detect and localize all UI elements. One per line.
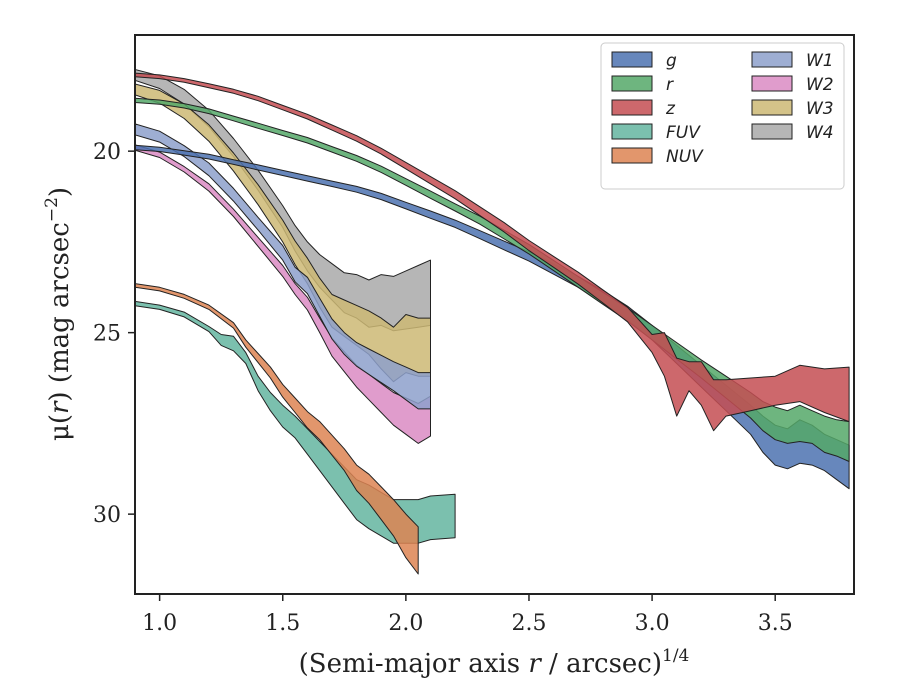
legend-swatch-nuv	[611, 147, 653, 164]
x-tick-label: 3.5	[758, 611, 793, 636]
legend-label-w4: W4	[806, 123, 834, 143]
y-axis-label: μ(r) (mag arcsec−2)	[42, 187, 75, 441]
x-tick-label: 3.0	[635, 611, 670, 636]
legend-swatch-w2	[751, 75, 793, 92]
legend-label-w3: W3	[806, 99, 834, 119]
band-w3	[135, 83, 431, 383]
legend-items: grz FUV NUV W1 W2 W3 W4	[611, 51, 834, 167]
x-tick-label: 1.0	[142, 611, 177, 636]
legend-swatch-g	[611, 51, 653, 68]
y-axis-label-var: r	[45, 400, 75, 414]
legend-swatch-w3	[751, 99, 793, 116]
band-nuv	[135, 283, 419, 575]
profile-bands	[135, 69, 850, 575]
x-axis-label: (Semi-major axis r / arcsec)1/4	[299, 646, 690, 679]
legend-swatch-r	[611, 75, 653, 92]
band-w2	[135, 144, 431, 444]
legend-label-nuv: NUV	[666, 147, 704, 167]
x-axis-ticks: 1.0 1.5 2.0 2.5 3.0 3.5	[142, 594, 793, 636]
y-tick-label: 30	[93, 503, 121, 528]
x-axis-label-exp: 1/4	[662, 646, 689, 666]
legend-swatch-w4	[751, 123, 793, 140]
x-tick-label: 1.5	[265, 611, 300, 636]
x-tick-label: 2.5	[511, 611, 546, 636]
y-tick-label: 25	[93, 322, 121, 347]
legend-label-w2: W2	[806, 75, 834, 95]
legend-label-r: r	[666, 75, 674, 95]
plot-frame	[134, 34, 855, 595]
legend-label-z: z	[665, 99, 676, 119]
y-axis-label-exp: −2	[42, 197, 62, 222]
legend-swatch-w1	[751, 51, 793, 68]
band-r	[135, 97, 850, 462]
legend-swatch-z	[611, 99, 653, 116]
legend-label-w1: W1	[806, 51, 834, 71]
legend-label-g: g	[666, 51, 677, 71]
x-tick-label: 2.0	[388, 611, 423, 636]
y-tick-label: 20	[93, 140, 121, 165]
legend-swatch-fuv	[611, 123, 653, 140]
band-g	[135, 144, 850, 490]
legend: grz FUV NUV W1 W2 W3 W4	[600, 42, 845, 190]
x-axis-label-var: r	[528, 649, 542, 679]
y-axis-label-mid: ) (mag arcsec	[45, 222, 75, 401]
y-axis-ticks: 20 25 30	[93, 140, 135, 528]
band-fuv	[135, 300, 456, 544]
band-z	[135, 72, 850, 432]
y-axis-label-prefix: μ(	[45, 414, 75, 441]
band-w1	[135, 123, 431, 410]
legend-label-fuv: FUV	[666, 123, 701, 143]
x-axis-label-suffix: / arcsec)	[541, 649, 662, 679]
y-axis-label-end: )	[45, 187, 75, 197]
x-axis-label-prefix: (Semi-major axis	[299, 649, 529, 679]
